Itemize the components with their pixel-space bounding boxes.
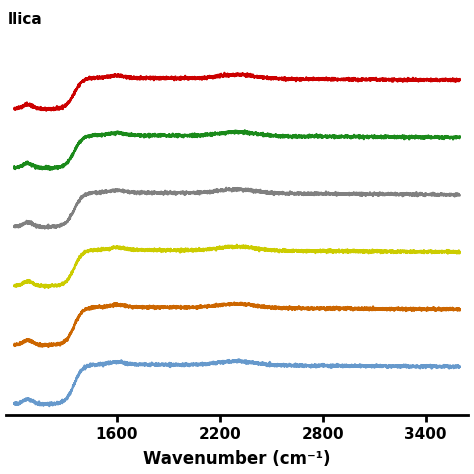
X-axis label: Wavenumber (cm⁻¹): Wavenumber (cm⁻¹) [143,450,331,468]
Text: llica: llica [8,12,43,27]
